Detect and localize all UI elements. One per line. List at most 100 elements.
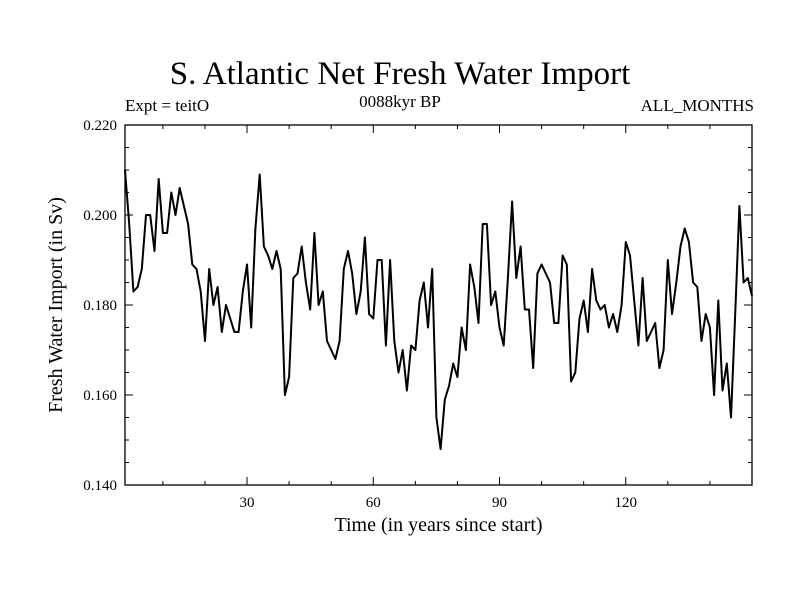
data-point	[662, 349, 665, 351]
data-point	[700, 340, 703, 342]
data-point	[157, 178, 160, 180]
data-point	[486, 223, 488, 225]
x-tick-label: 30	[240, 495, 255, 511]
data-point	[250, 326, 253, 329]
data-point	[229, 317, 232, 320]
data-point	[587, 331, 589, 333]
data-point	[195, 268, 198, 270]
data-point	[645, 340, 648, 342]
data-point	[692, 281, 694, 284]
data-point	[713, 394, 715, 396]
data-point	[359, 290, 362, 293]
data-point	[654, 322, 657, 324]
x-tick-label: 60	[366, 495, 381, 511]
data-point	[511, 200, 513, 203]
data-point	[225, 304, 227, 306]
data-point	[317, 304, 320, 306]
data-point	[149, 214, 152, 216]
data-point	[187, 223, 189, 225]
data-point	[220, 331, 223, 333]
data-point	[502, 344, 505, 347]
data-point	[296, 272, 299, 275]
data-point	[498, 326, 501, 329]
data-point	[406, 389, 408, 392]
data-point	[191, 263, 194, 266]
data-point	[494, 290, 497, 293]
data-point	[216, 286, 219, 288]
data-point	[258, 173, 261, 176]
data-point	[292, 277, 295, 279]
y-tick-label: 0.160	[83, 388, 117, 404]
data-point	[439, 448, 442, 450]
data-point	[233, 331, 236, 333]
data-point	[460, 326, 463, 329]
data-point	[561, 254, 564, 257]
data-point	[751, 295, 753, 297]
data-point	[385, 344, 387, 347]
data-point	[183, 205, 185, 207]
months-label: ALL_MONTHS	[640, 96, 754, 115]
data-point	[162, 232, 164, 234]
data-point	[709, 326, 711, 329]
data-point	[481, 223, 484, 225]
data-point	[153, 250, 156, 252]
data-point	[288, 376, 290, 378]
data-point	[313, 232, 316, 234]
data-point	[667, 259, 669, 261]
data-point	[174, 214, 177, 216]
data-point	[633, 299, 635, 302]
x-axis-label: Time (in years since start)	[334, 514, 542, 536]
data-point	[477, 322, 480, 324]
data-point	[427, 326, 429, 329]
data-point	[246, 263, 248, 266]
data-point	[612, 313, 614, 315]
data-point	[717, 299, 720, 302]
data-point	[456, 376, 459, 378]
data-point	[650, 331, 652, 333]
data-point	[671, 313, 673, 315]
data-point	[578, 317, 581, 320]
x-tick-label: 120	[615, 495, 638, 511]
data-point	[549, 281, 551, 284]
data-point	[204, 340, 206, 342]
data-point	[448, 385, 450, 387]
data-point	[730, 416, 732, 419]
y-tick-label: 0.140	[83, 478, 117, 494]
data-series-line	[124, 169, 753, 450]
data-point	[166, 232, 168, 234]
experiment-label: Expt = teitO	[125, 96, 210, 115]
data-point	[734, 313, 736, 315]
data-point	[591, 268, 593, 270]
data-point	[431, 268, 433, 270]
data-point	[616, 331, 619, 333]
data-point	[128, 223, 131, 225]
data-point	[679, 245, 682, 248]
data-point	[212, 304, 215, 306]
data-point	[410, 344, 412, 347]
data-point	[532, 367, 534, 369]
data-point	[595, 299, 598, 302]
y-tick-label: 0.220	[83, 118, 117, 134]
data-point	[309, 308, 311, 311]
data-point	[393, 340, 396, 342]
data-point	[267, 254, 269, 257]
data-point	[473, 286, 476, 288]
data-point	[515, 277, 518, 279]
data-point	[397, 371, 400, 374]
data-point	[321, 290, 324, 293]
data-point	[347, 250, 349, 252]
data-point	[528, 308, 530, 311]
data-point	[254, 227, 257, 230]
data-point	[351, 272, 354, 275]
data-point	[725, 362, 728, 365]
data-point	[582, 299, 585, 302]
data-point	[141, 268, 143, 270]
data-point	[178, 187, 181, 189]
chart-title: S. Atlantic Net Fresh Water Import	[169, 56, 631, 92]
data-point	[284, 394, 286, 396]
data-point	[637, 344, 640, 347]
data-point	[300, 245, 303, 248]
data-point	[507, 277, 509, 279]
data-point	[452, 362, 455, 365]
data-point	[170, 191, 173, 194]
